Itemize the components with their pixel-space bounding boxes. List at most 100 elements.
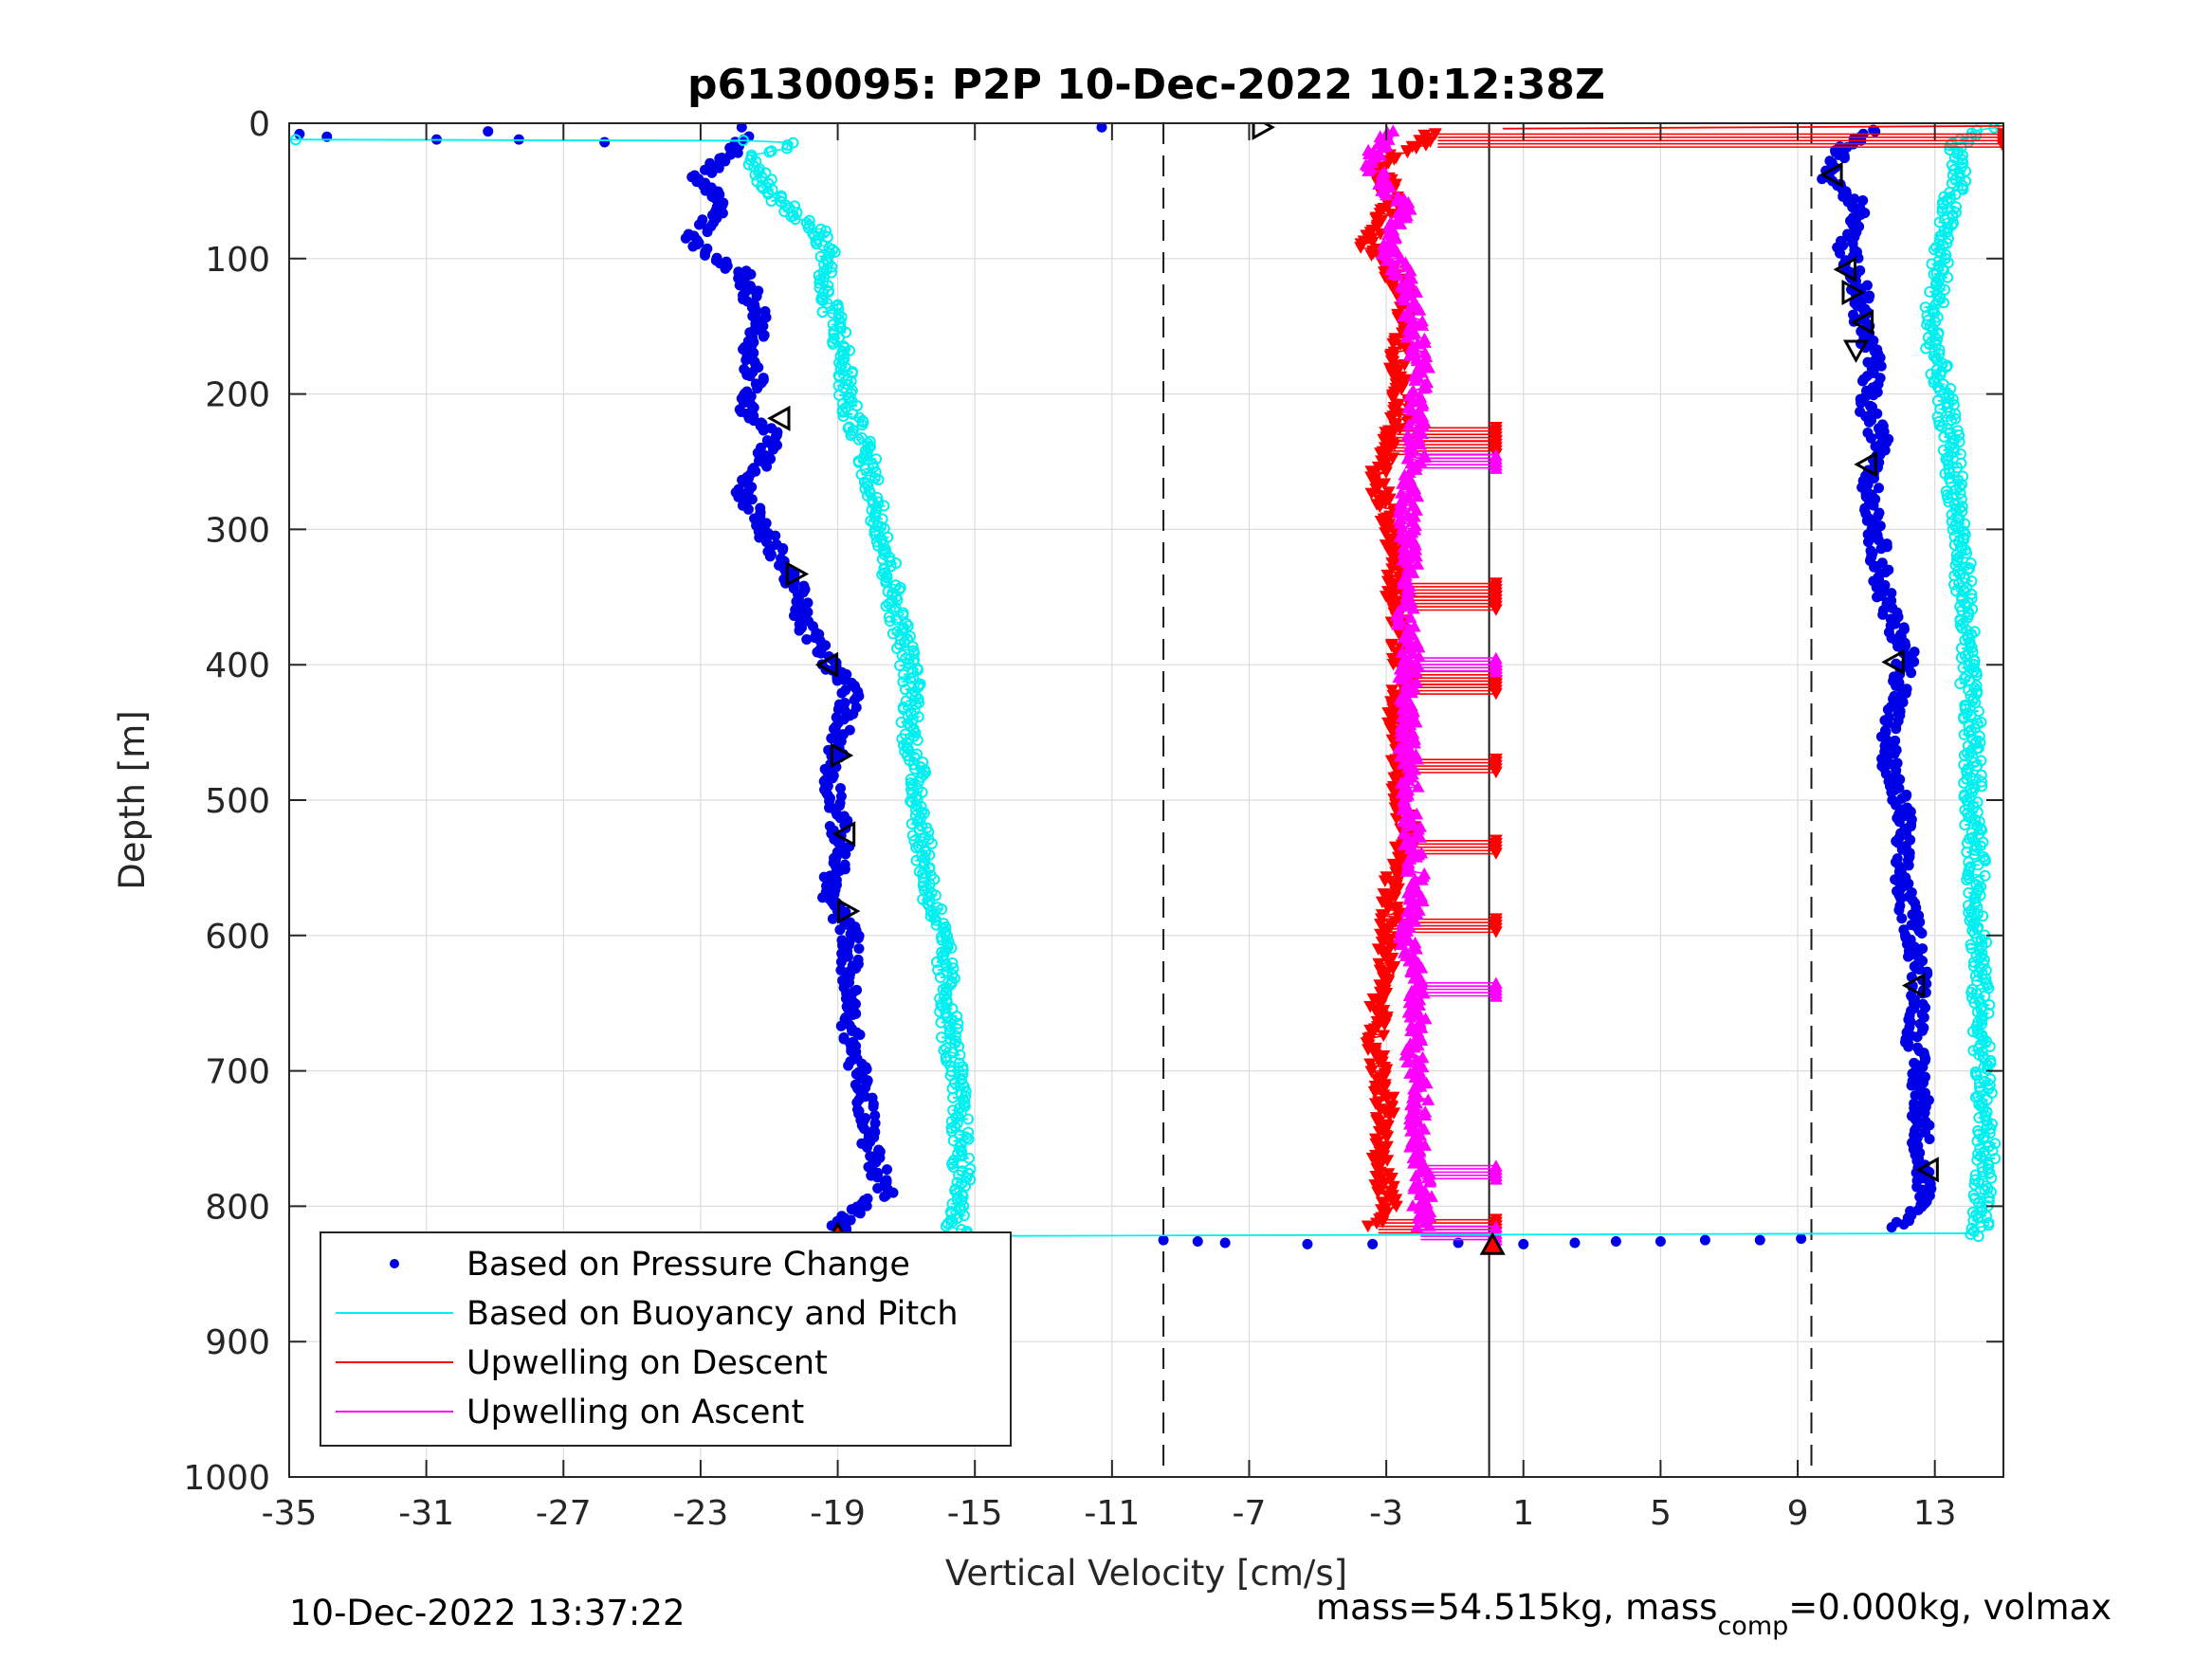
data-point [819, 225, 832, 237]
data-point [1399, 865, 1414, 877]
data-point [836, 687, 848, 699]
data-point [925, 837, 938, 849]
data-point [756, 180, 768, 192]
data-point [1699, 1234, 1710, 1246]
data-point [702, 227, 713, 238]
data-point [758, 331, 769, 342]
data-point [1387, 772, 1401, 785]
data-point [852, 933, 864, 944]
data-point [817, 240, 830, 252]
data-point [947, 1091, 960, 1103]
data-point [1967, 1214, 1980, 1227]
data-point [1983, 1192, 1995, 1204]
data-point [1970, 1069, 1983, 1082]
data-point [1380, 1131, 1395, 1143]
footer-mass-text: mass=54.515kg, mass [1316, 1587, 1717, 1628]
data-point [1393, 423, 1407, 436]
data-point [1983, 1040, 1996, 1052]
x-tick-label: -35 [262, 1494, 318, 1533]
data-point [909, 690, 922, 702]
data-point [846, 367, 858, 379]
data-point [878, 500, 890, 512]
data-point [1981, 1063, 1993, 1075]
data-point [1413, 303, 1427, 316]
spike-marker [1489, 604, 1503, 616]
data-point [1956, 501, 1968, 513]
data-point [897, 623, 909, 635]
data-point [768, 444, 779, 455]
data-point [938, 949, 950, 961]
data-point [749, 169, 761, 181]
data-point [1919, 1107, 1930, 1119]
data-point [788, 610, 799, 621]
data-point [1875, 543, 1887, 555]
data-point [1406, 601, 1420, 614]
x-tick-label: 13 [1913, 1494, 1957, 1533]
data-point [847, 428, 859, 440]
data-point [935, 999, 947, 1012]
data-point [1373, 501, 1387, 514]
data-point [1518, 1238, 1529, 1249]
data-point [842, 919, 853, 930]
x-tick-label: 9 [1787, 1494, 1809, 1533]
data-point [1938, 191, 1950, 203]
data-point [1406, 726, 1420, 739]
data-point [1403, 1139, 1417, 1153]
data-point [1957, 183, 1969, 195]
data-point [1412, 1211, 1426, 1224]
data-point [1933, 216, 1946, 228]
data-point [905, 773, 917, 785]
event-marker [1819, 161, 1843, 188]
data-point [906, 641, 919, 653]
data-point [294, 128, 305, 139]
data-point [1929, 244, 1941, 256]
data-point [1949, 559, 1962, 572]
data-point [1407, 736, 1421, 749]
data-point [832, 309, 845, 321]
event-marker [1252, 123, 1275, 140]
data-point [914, 812, 926, 825]
data-point [1416, 894, 1430, 907]
data-point [1419, 350, 1434, 363]
data-point [912, 711, 924, 723]
data-point [1903, 951, 1914, 962]
data-point [1389, 194, 1403, 207]
data-point [1397, 309, 1411, 321]
data-point [954, 1102, 966, 1114]
data-point [934, 971, 946, 983]
data-point [781, 142, 794, 155]
data-point [1378, 520, 1392, 533]
data-point [1971, 1135, 1983, 1147]
data-point [1968, 659, 1981, 671]
data-point [850, 400, 863, 412]
data-point [834, 782, 846, 793]
data-point [829, 246, 841, 258]
data-point [1396, 702, 1410, 715]
data-point [1983, 1219, 1995, 1231]
data-point [1924, 1133, 1935, 1144]
data-point [924, 905, 937, 918]
data-point [1367, 1238, 1379, 1249]
data-point [1364, 1066, 1379, 1079]
data-point [872, 474, 885, 486]
data-point [1400, 146, 1415, 159]
data-point [902, 632, 914, 645]
data-point [946, 957, 959, 969]
data-point [1976, 1161, 1988, 1174]
event-marker [832, 821, 856, 848]
data-point [840, 848, 851, 860]
data-point [945, 1066, 958, 1078]
data-point [1934, 403, 1947, 415]
data-point [1873, 535, 1884, 546]
spike-marker [1489, 926, 1503, 939]
data-point [1374, 928, 1388, 941]
data-point [1386, 963, 1400, 975]
legend-label: Based on Pressure Change [466, 1246, 910, 1284]
data-point [1401, 491, 1416, 503]
spike-marker [1489, 665, 1503, 678]
data-point [853, 943, 865, 955]
data-point [836, 406, 849, 418]
data-point [1394, 217, 1408, 229]
data-point [1371, 1187, 1385, 1199]
data-point [940, 1220, 952, 1232]
